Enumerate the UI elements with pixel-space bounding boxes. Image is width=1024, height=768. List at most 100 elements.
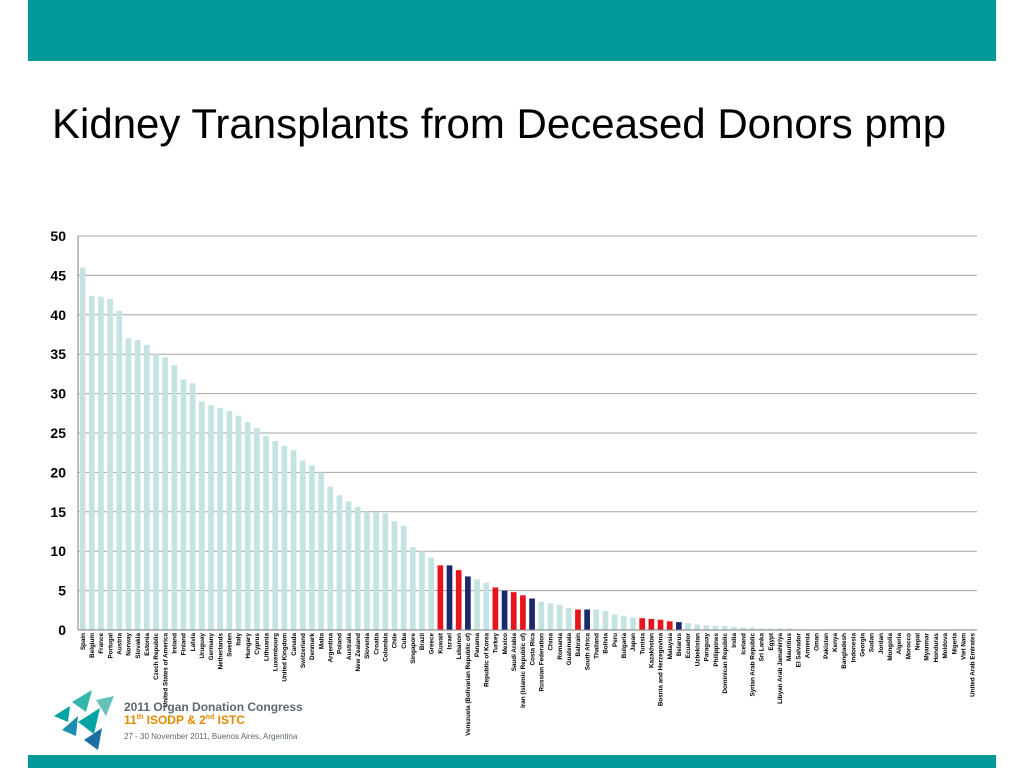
bar <box>538 601 545 630</box>
bar <box>171 365 178 630</box>
bar <box>520 595 526 630</box>
bar <box>639 618 646 630</box>
congress-dates: 27 - 30 November 2011, Buenos Aires, Arg… <box>124 732 298 741</box>
x-tick-label: New Zealand <box>355 633 362 672</box>
x-tick-label: Estonia <box>144 633 151 656</box>
x-tick-label: Sweden <box>227 633 234 657</box>
isodp-name: ISODP & 2 <box>143 713 206 727</box>
bar <box>162 357 168 630</box>
x-tick-label: Finland <box>181 633 188 656</box>
bar <box>776 628 783 630</box>
bar <box>208 405 214 630</box>
bar <box>620 615 627 630</box>
x-tick-label: Slovakia <box>135 633 142 659</box>
y-tick-label: 30 <box>50 386 66 402</box>
x-tick-label: Austria <box>116 633 123 655</box>
x-tick-label: Slovenia <box>364 633 371 659</box>
y-tick-label: 15 <box>50 504 66 520</box>
bar <box>327 486 334 630</box>
x-tick-label: Malta <box>318 633 325 650</box>
x-tick-label: Bosnia and Herzegovina <box>658 633 665 707</box>
bar <box>657 619 664 630</box>
congress-logo-icon <box>54 690 114 750</box>
x-tick-label: Honduras <box>933 633 940 663</box>
x-tick-label: Nepal <box>915 633 922 650</box>
bar <box>272 440 279 630</box>
x-tick-label: Saudi Arabia <box>511 633 518 672</box>
x-tick-label: Jordan <box>878 633 885 654</box>
x-tick-label: Pakistan <box>823 633 830 659</box>
bar <box>703 625 710 630</box>
x-axis-ticks: Spain Belgium France Portugal Austria Norway S… <box>80 632 977 736</box>
y-tick-label: 5 <box>58 583 66 599</box>
y-axis-ticks: 0 5 10 15 20 25 30 35 40 45 50 <box>50 228 66 638</box>
bar <box>529 598 535 630</box>
y-tick-label: 45 <box>50 267 66 283</box>
x-tick-label: Bahrain <box>575 633 582 657</box>
x-tick-label: Germany <box>208 633 215 661</box>
x-tick-label: Cuba <box>401 633 408 649</box>
x-tick-label: Cyprus <box>254 633 261 655</box>
bar <box>299 460 306 630</box>
x-tick-label: Portugal <box>107 633 114 659</box>
bar <box>465 576 471 630</box>
bar <box>740 627 746 630</box>
x-tick-label: Guatemala <box>566 633 573 666</box>
x-tick-label: Bangladesh <box>841 633 848 669</box>
x-tick-label: Dominican Republic <box>722 633 729 694</box>
x-tick-label: United States of America <box>162 633 169 708</box>
bar <box>593 609 600 630</box>
x-tick-label: Nigeria <box>951 633 958 655</box>
bar <box>694 624 701 630</box>
bar <box>492 587 499 630</box>
x-tick-label: Singapore <box>410 633 417 664</box>
x-tick-label: Russian Federation <box>538 633 545 692</box>
x-tick-label: Georgia <box>860 633 867 657</box>
bar <box>180 379 187 630</box>
top-header-band <box>28 0 996 61</box>
x-tick-label: Argentina <box>327 633 334 663</box>
bar <box>712 626 719 630</box>
x-tick-label: Thailand <box>594 633 601 659</box>
x-tick-label: Venezuela (Bolivarian Republic of) <box>465 633 472 736</box>
x-tick-label: Philippines <box>713 633 720 667</box>
x-tick-label: Malaysia <box>667 633 674 660</box>
x-tick-label: Iran (Islamic Republic of) <box>520 633 527 708</box>
x-tick-label: Egypt <box>768 632 775 650</box>
bar <box>125 338 132 630</box>
x-tick-label: Uzbekistan <box>694 633 701 666</box>
istc-name: ISTC <box>214 713 245 727</box>
bar <box>584 609 590 630</box>
x-tick-label: Bolivia <box>603 633 610 654</box>
bar <box>428 557 435 630</box>
x-tick-label: Spain <box>80 633 87 650</box>
y-tick-label: 25 <box>50 425 66 441</box>
x-tick-label: Croatia <box>373 633 380 655</box>
bar <box>602 611 609 630</box>
bar <box>226 410 233 630</box>
x-tick-label: Uruguay <box>199 633 206 659</box>
x-tick-label: Italy <box>236 633 243 646</box>
bar <box>409 547 416 630</box>
x-tick-label: Republic of Korea <box>483 633 490 687</box>
x-tick-label: United Arab Emirates <box>970 633 977 697</box>
bar <box>244 421 251 630</box>
chart-bars <box>79 267 976 630</box>
bar <box>666 621 673 630</box>
x-tick-label: Kazakhstan <box>649 633 656 668</box>
x-tick-label: Israel <box>447 633 454 650</box>
bar <box>630 617 636 630</box>
x-tick-label: Czech Republic <box>153 633 160 680</box>
x-tick-label: Armenia <box>804 633 811 659</box>
bar <box>107 299 113 630</box>
x-tick-label: South Africa <box>584 633 591 671</box>
isodp-number: 11 <box>124 713 137 727</box>
x-tick-label: Canada <box>291 633 298 656</box>
x-tick-label: Belgium <box>89 633 96 658</box>
x-tick-label: Belarus <box>676 633 683 657</box>
bar <box>217 407 224 630</box>
bar <box>235 415 242 630</box>
x-tick-label: Kenya <box>832 633 839 652</box>
slide-title: Kidney Transplants from Deceased Donors … <box>52 100 947 147</box>
x-tick-label: Viet Nam <box>960 633 967 660</box>
